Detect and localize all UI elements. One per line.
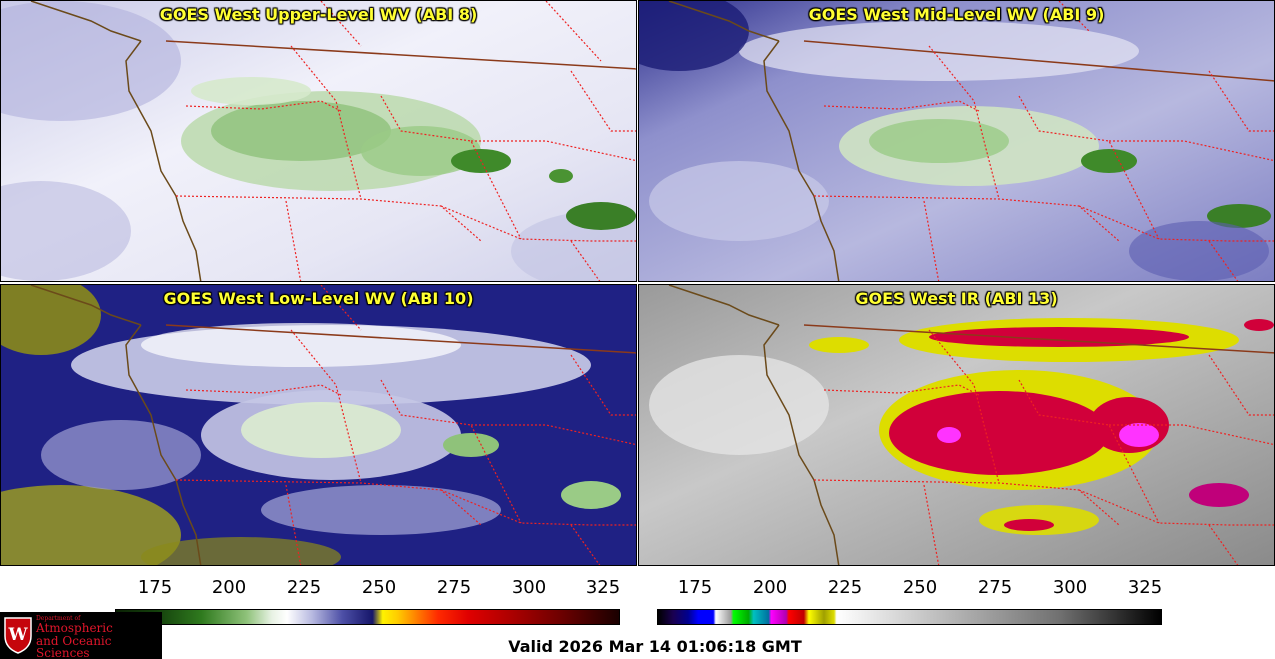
legend-area: 175 200 225 250 275 300 325 175 200 225 …	[0, 567, 1275, 659]
wv-tick-label: 275	[436, 577, 472, 598]
wv-tick-label: 175	[137, 577, 173, 598]
wv-tick-label: 325	[585, 577, 621, 598]
panel-upper-level-wv: GOES West Upper-Level WV (ABI 8)	[0, 0, 637, 282]
low-level-wv-image	[1, 285, 636, 565]
valid-time: Valid 2026 Mar 14 01:06:18 GMT	[508, 637, 802, 656]
ir-tick-label: 175	[677, 577, 713, 598]
wv-tick-label: 200	[211, 577, 247, 598]
ir-tick-label: 275	[977, 577, 1013, 598]
panel-mid-level-wv: GOES West Mid-Level WV (ABI 9)	[638, 0, 1275, 282]
wv-colorbar-ticks: 175 200 225 250 275 300 325	[115, 577, 620, 599]
ir-colorbar-ticks: 175 200 225 250 275 300 325	[657, 577, 1162, 599]
ir-colorbar	[657, 609, 1162, 625]
uw-seal-icon: W	[4, 617, 32, 654]
ir-tick-label: 325	[1127, 577, 1163, 598]
panel-low-level-wv: GOES West Low-Level WV (ABI 10)	[0, 284, 637, 566]
wv-tick-label: 300	[511, 577, 547, 598]
wv-tick-label: 225	[286, 577, 322, 598]
wv-colorbar	[115, 609, 620, 625]
upper-level-wv-image	[1, 1, 636, 281]
logo-line-1: Atmospheric	[36, 621, 113, 636]
seal-letter: W	[7, 625, 28, 645]
logo-dept: Department of	[36, 615, 81, 622]
ir-tick-label: 300	[1052, 577, 1088, 598]
mid-level-wv-image	[639, 1, 1274, 281]
ir-tick-label: 200	[752, 577, 788, 598]
panel-ir: GOES West IR (ABI 13)	[638, 284, 1275, 566]
ir-tick-label: 225	[827, 577, 863, 598]
ir-tick-label: 250	[902, 577, 938, 598]
ir-image	[639, 285, 1274, 565]
logo-text: Department of Atmospheric and Oceanic Sc…	[36, 615, 160, 659]
wv-tick-label: 250	[361, 577, 397, 598]
department-logo: W Department of Atmospheric and Oceanic …	[0, 612, 162, 659]
logo-line-2: and Oceanic Sciences	[36, 633, 112, 659]
